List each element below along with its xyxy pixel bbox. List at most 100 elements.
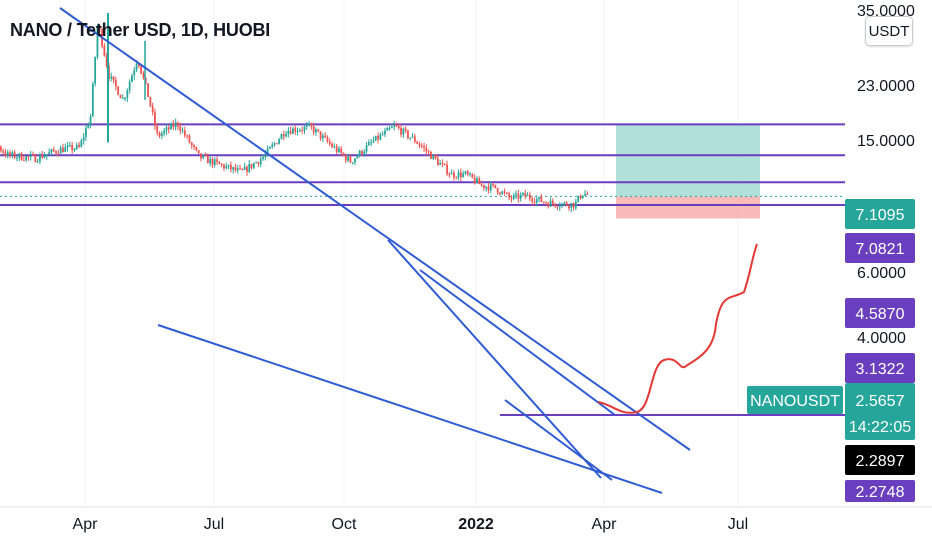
candle-body [528,194,531,199]
level-label-bg [845,353,915,383]
candle-body [549,200,552,207]
candle-body [144,77,147,84]
candle-body [128,82,131,91]
last-price-label: 2.5657 [856,393,905,410]
candle-body [577,195,580,202]
candle-body [411,136,414,138]
candle-body [515,193,517,195]
unit-button[interactable]: USDT [865,16,913,46]
candle-body [193,145,195,147]
x-tick-label: Oct [332,516,357,533]
price-axis: 35.0000 23.0000 15.0000 6.0000 4.0000 [857,3,915,347]
candle-body [473,177,476,184]
candle-body [278,139,281,144]
candle-body [572,202,575,208]
candle-body [331,143,333,148]
candle-body [503,191,506,193]
candle-body [110,76,113,79]
candle-body [91,83,94,117]
candle-body [427,151,430,153]
candle-body [464,171,467,174]
candle-body [407,130,409,138]
candle-body [476,178,478,184]
candle-body [172,123,175,128]
candle-body [112,76,115,80]
candle-body [271,144,274,147]
level-label-bg [845,480,915,502]
candle-body [32,154,34,156]
candle-body [349,156,352,163]
candle-body [140,65,143,74]
candle-body [158,133,161,136]
candle-body [137,63,140,66]
candle-body [262,157,264,160]
candle-body [211,158,214,165]
candle-body [197,150,200,154]
x-tick-label: Jul [728,516,748,533]
candle-body [13,152,16,158]
stop-zone [616,196,760,219]
candle-body [361,150,363,155]
x-tick-label: 2022 [458,516,494,533]
candle-body [167,127,170,130]
candle-body [471,173,474,178]
candle-body [554,203,557,207]
candle-body [204,155,207,157]
candle-body [478,178,481,185]
candle-body [524,192,527,196]
candle-body [252,163,255,168]
candle-body [190,142,193,146]
candle-body [333,146,336,148]
candle-body [80,140,83,147]
candle-body [16,157,18,159]
candle-body [354,158,356,163]
candle-body [75,144,78,149]
candle-body [482,185,485,189]
candle-body [402,128,405,135]
candle-body [39,154,41,162]
candle-body [181,130,184,132]
candle-body [485,186,488,189]
candle-body [264,154,267,158]
candle-body [526,194,529,196]
candle-body [499,192,501,195]
candle-body [505,192,508,194]
trendline [419,269,616,416]
candle-body [363,151,366,155]
candle-body [558,206,561,208]
candle-body [395,125,398,127]
candle-body [55,151,57,153]
candle-body [386,128,389,131]
x-tick-label: Apr [73,516,99,533]
candle-body [246,166,248,172]
candle-body [294,128,297,132]
trendline [387,239,602,479]
candle-body [533,201,536,203]
symbol-label-bg [747,386,843,414]
candle-body [73,148,76,151]
candle-body [370,142,373,144]
candle-body [448,174,451,176]
candle-body [160,133,163,136]
candle-body [96,26,99,58]
candle-body [6,152,9,156]
candle-body [275,143,278,145]
candle-body [257,162,260,165]
candle-body [18,153,21,158]
candle-body [133,70,136,76]
time-axis: Apr Jul Oct 2022 Apr Jul [73,516,749,533]
candle-body [218,161,221,164]
candle-body [547,203,550,207]
candle-body [563,202,566,204]
candle-body [434,154,437,159]
candle-body [374,135,377,141]
candle-body [418,143,421,146]
candle-body [326,137,329,142]
candle-body [372,140,375,143]
trendline [59,7,691,451]
candle-body [397,126,400,129]
candle-body [149,96,152,107]
candle-body [273,143,276,145]
